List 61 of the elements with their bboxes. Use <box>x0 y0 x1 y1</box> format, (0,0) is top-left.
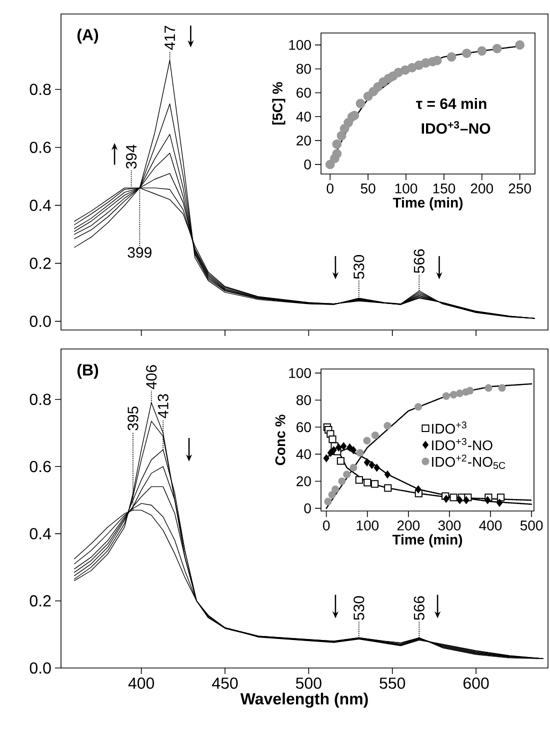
annotation: 413 <box>158 394 168 418</box>
x-tick-label: 200 <box>470 184 494 194</box>
x-tick-label: 150 <box>433 184 456 194</box>
y-tick-label: 0 <box>304 159 311 170</box>
x-axis-title: Wavelength (nm) <box>240 692 368 708</box>
x-tick-label: 500 <box>296 678 322 689</box>
annotation: (B) <box>77 364 98 379</box>
x-tick-label: 450 <box>212 678 238 689</box>
legend-label: IDO$^{+3}$ <box>432 421 466 434</box>
x-tick-label: 400 <box>479 520 502 530</box>
x-tick-label: 600 <box>464 678 489 689</box>
y-axis-title: Conc % <box>275 414 286 466</box>
annotation: 530 <box>354 596 364 620</box>
x-axis-title: Time (min) <box>392 534 462 548</box>
y-tick-label: 80 <box>296 395 311 406</box>
y-tick-label: 100 <box>289 40 311 50</box>
x-axis-title: Time (min) <box>392 197 463 210</box>
x-tick-label: 200 <box>397 520 420 530</box>
y-tick-label: 40 <box>296 112 311 122</box>
y-tick-label: 0.0 <box>30 316 51 327</box>
y-tick-label: 20 <box>296 476 311 486</box>
x-tick-label: 250 <box>508 184 531 194</box>
x-tick-label: 300 <box>438 520 461 530</box>
x-tick-label: 100 <box>356 520 379 530</box>
y-tick-label: 0 <box>304 503 311 514</box>
y-tick-label: 0.8 <box>30 84 51 96</box>
y-tick-label: 0.6 <box>30 460 51 472</box>
annotation: (A) <box>77 28 98 44</box>
annotation: IDO$^{+3}$–NO <box>422 121 490 134</box>
y-tick-label: 100 <box>289 368 311 378</box>
y-tick-label: 0.6 <box>30 142 51 154</box>
x-tick-label: 500 <box>520 520 543 530</box>
annotation: 395 <box>128 406 138 430</box>
annotation: τ = 64 min <box>416 98 486 110</box>
x-tick-label: 0 <box>322 520 330 530</box>
y-tick-label: 0.2 <box>30 258 51 269</box>
annotation: 399 <box>128 247 152 258</box>
annotation: 394 <box>126 144 137 169</box>
y-tick-label: 40 <box>296 449 311 460</box>
y-tick-label: 60 <box>296 422 311 432</box>
legend-label: IDO$^{+2}$-NO$_{5C}$ <box>432 454 506 469</box>
y-tick-label: 0.4 <box>30 528 51 540</box>
annotation: 406 <box>146 365 157 390</box>
legend-label: IDO$^{+3}$-NO <box>432 438 492 450</box>
annotation: 417 <box>164 26 175 50</box>
x-tick-label: 100 <box>395 184 418 194</box>
annotation: 566 <box>414 249 424 274</box>
y-tick-label: 80 <box>296 64 311 74</box>
y-tick-label: 0.4 <box>30 200 51 211</box>
y-tick-label: 0.2 <box>30 595 51 607</box>
y-tick-label: 0.0 <box>30 662 51 674</box>
y-tick-label: 0.8 <box>30 394 51 406</box>
x-tick-label: 50 <box>360 184 376 194</box>
x-tick-label: 400 <box>128 678 154 689</box>
y-tick-label: 20 <box>296 136 311 146</box>
x-tick-label: 550 <box>380 678 406 689</box>
x-tick-label: 0 <box>326 184 334 194</box>
annotation: 530 <box>354 255 364 279</box>
annotation: 566 <box>414 596 424 620</box>
y-tick-label: 60 <box>296 88 311 98</box>
y-axis-title: [5C] % <box>272 82 286 124</box>
